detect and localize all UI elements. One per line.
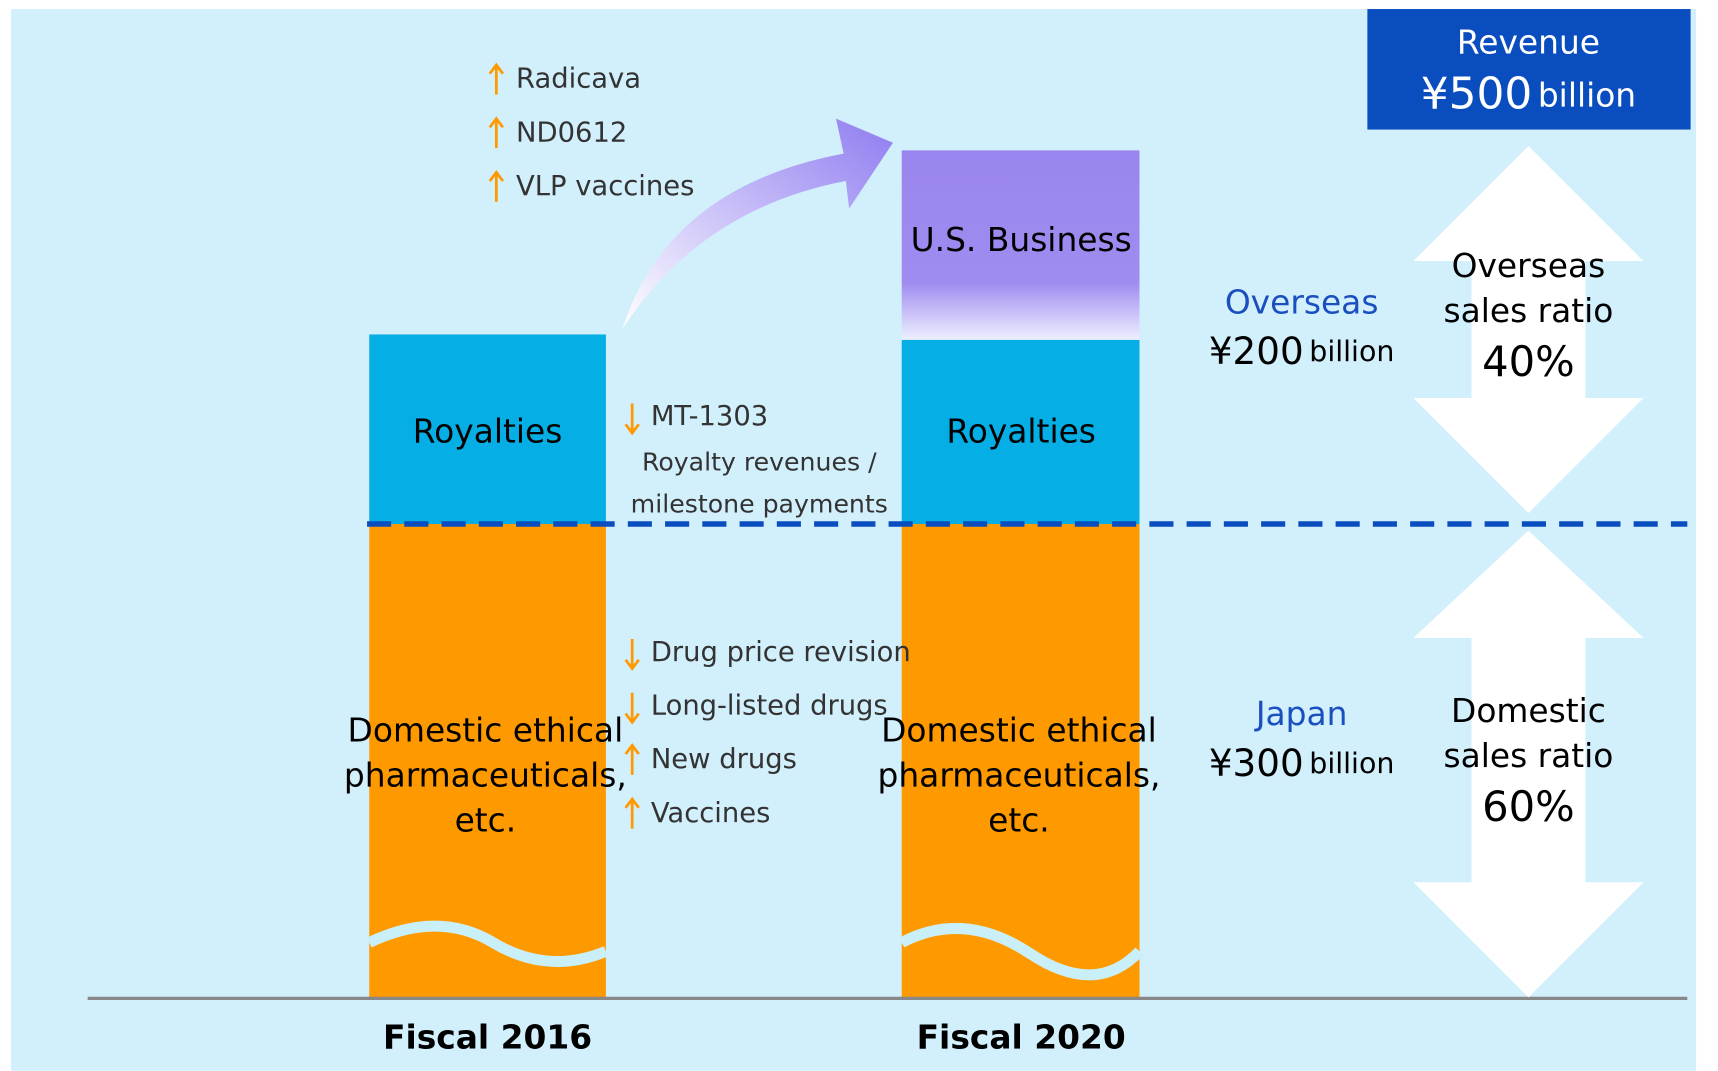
royalties-bar [901,339,1140,524]
segment-label: Domestic ethical [348,711,624,750]
revenue-box [1367,9,1691,130]
ratio-arrow [1413,530,1644,998]
trend-arrow [488,62,505,95]
trend-arrow [624,692,640,725]
region-name: Japan [1254,694,1348,733]
driver: New drugs [651,744,797,775]
driver: ND0612 [516,117,627,148]
region-amount: ¥300 billion [1209,741,1395,785]
break-wave [366,920,608,967]
segment-label: Domestic ethical [881,711,1157,750]
driver: Long-listed drugs [651,690,888,721]
revenue-label: Revenue [1457,23,1600,62]
unit: billion [1309,747,1394,780]
driver-note: milestone payments [631,489,888,518]
royalties-bar [369,334,606,524]
amount: ¥300 [1209,741,1304,785]
dynamic-layer: Domestic ethical pharmaceuticals, etc. Dome… [344,62,1613,840]
segment-label: etc. [988,801,1050,840]
segment-label: Royalties [946,412,1096,451]
trend-arrow [488,116,505,149]
trend-arrow [624,796,640,829]
ratio-arrow [1413,145,1644,514]
region-name: Overseas [1225,282,1379,321]
growth-arrow [622,118,893,329]
unit: billion [1309,335,1394,368]
trend-arrow [488,170,505,202]
amount: ¥200 [1209,329,1304,373]
driver: VLP vaccines [516,171,694,202]
segment-label: pharmaceuticals, [344,756,627,795]
bar-label: Fiscal 2016 [383,1017,592,1056]
segment-label: U.S. Business [911,220,1132,259]
driver: Drug price revision [651,637,911,668]
domestic-bar [369,523,606,998]
driver: MT-1303 [651,401,768,432]
us-bar [901,150,1140,340]
ratio-label: Overseas [1452,246,1606,285]
break-wave [899,922,1144,981]
trend-arrow [624,639,640,671]
driver: Vaccines [651,798,771,829]
ratio-label: Domestic [1451,691,1606,730]
segment-label: Royalties [413,412,563,451]
segment-label: etc. [455,801,517,840]
driver: Radicava [516,64,641,95]
region-amount: ¥200 billion [1209,329,1395,373]
driver-note: Royalty revenues / [642,448,877,477]
ratio-label: sales ratio [1443,736,1613,775]
segment-label: pharmaceuticals, [878,756,1161,795]
ratio-label: sales ratio [1443,291,1613,330]
ratio-percent: 40% [1482,337,1575,386]
domestic-bar [901,523,1140,998]
bar-label: Fiscal 2020 [917,1017,1126,1056]
ratio-percent: 60% [1482,782,1575,831]
trend-arrow [624,403,640,436]
trend-arrow [624,743,640,775]
revenue-amount: ¥500 billion [1421,69,1636,120]
